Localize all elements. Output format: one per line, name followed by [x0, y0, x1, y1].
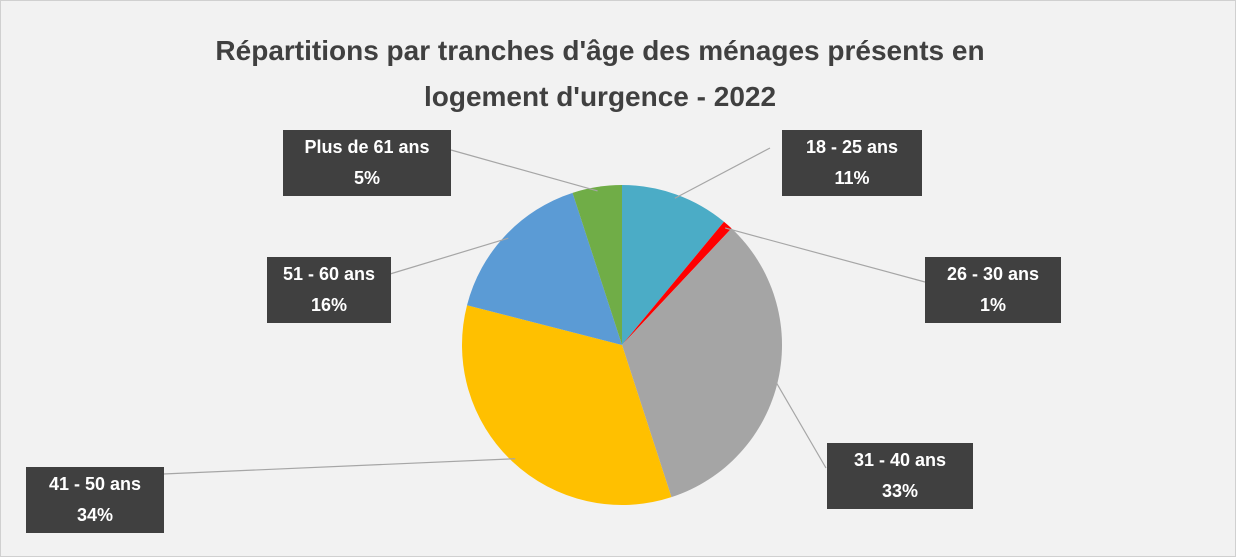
label-box [26, 467, 164, 533]
leader-line [450, 149, 598, 192]
chart-title: Répartitions par tranches d'âge des ména… [215, 35, 985, 112]
label-box [782, 130, 922, 196]
data-label-category: Plus de 61 ans [304, 137, 429, 157]
pie-slice [622, 228, 782, 498]
data-label-value: 34% [77, 505, 113, 525]
data-label-category: 41 - 50 ans [49, 474, 141, 494]
label-box [267, 257, 391, 323]
pie-slice [467, 192, 622, 345]
data-label-value: 16% [311, 295, 347, 315]
pie-slice [622, 221, 732, 345]
data-label-category: 51 - 60 ans [283, 264, 375, 284]
label-box [827, 443, 973, 509]
data-label-category: 18 - 25 ans [806, 137, 898, 157]
pie-slice [572, 185, 622, 345]
pie-slice [622, 185, 724, 345]
leader-line [389, 237, 509, 275]
data-label-category: 26 - 30 ans [947, 264, 1039, 284]
data-label-value: 1% [980, 295, 1006, 315]
data-label-value: 33% [882, 481, 918, 501]
leader-line [674, 147, 771, 199]
label-box [925, 257, 1061, 323]
data-label-category: 31 - 40 ans [854, 450, 946, 470]
data-label-value: 5% [354, 168, 380, 188]
leader-line [162, 458, 516, 475]
pie-slice [462, 305, 672, 505]
leader-line [725, 227, 926, 283]
label-box [283, 130, 451, 196]
data-label-value: 11% [834, 168, 869, 188]
leader-line [773, 378, 827, 469]
